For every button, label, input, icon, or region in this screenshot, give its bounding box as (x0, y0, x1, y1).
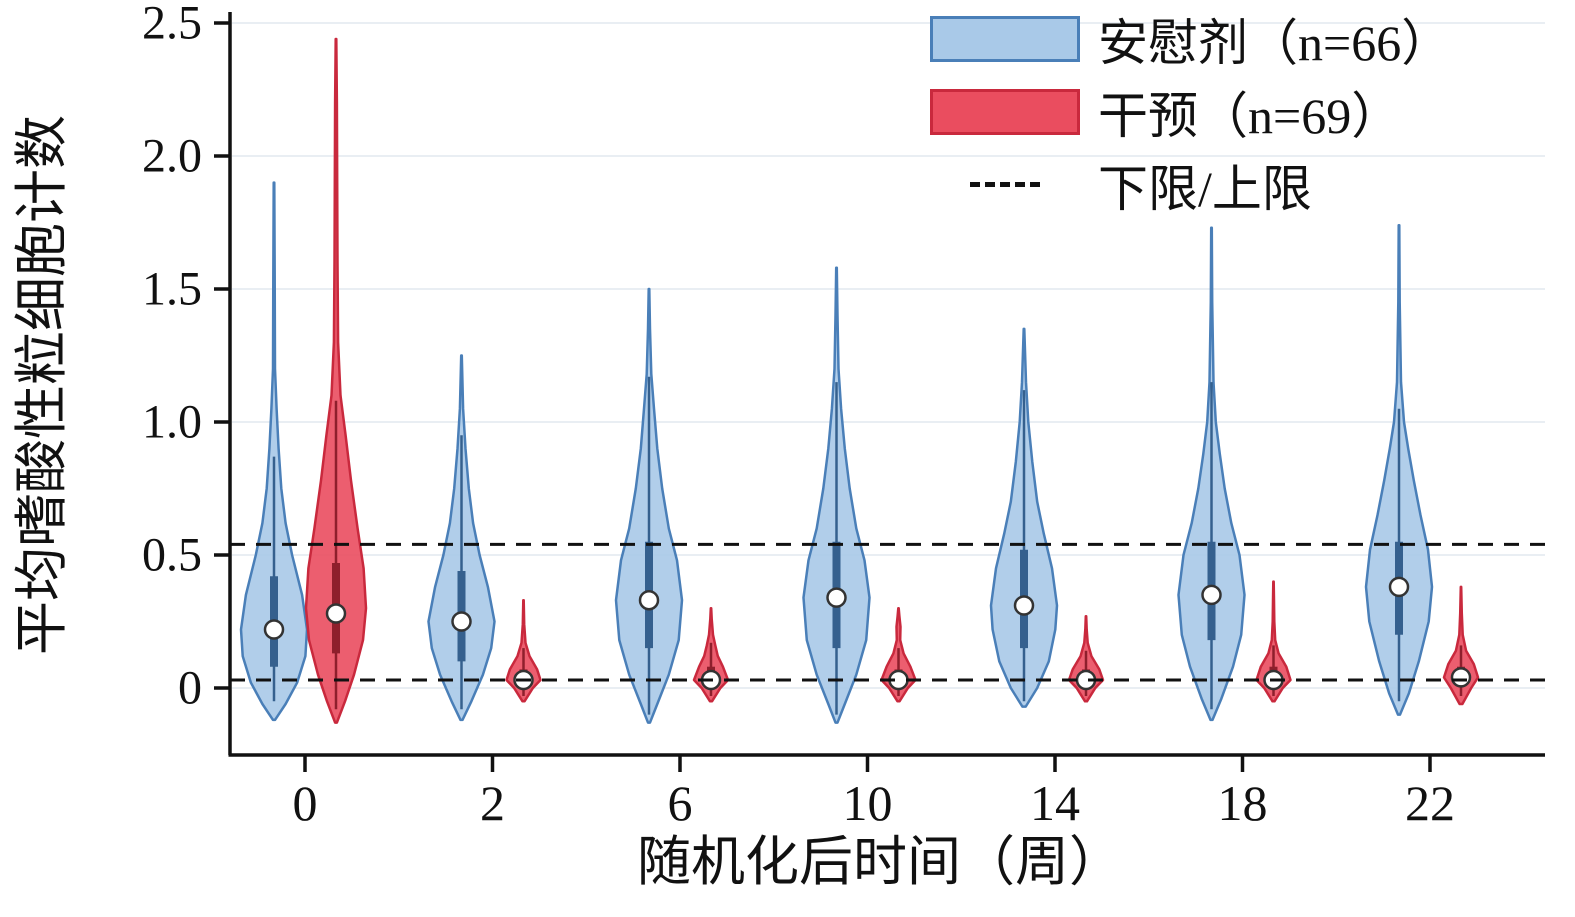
legend-label-intervention: 干预（n=69） (1098, 87, 1402, 144)
x-axis-title: 随机化后时间（周） (637, 832, 1123, 892)
legend: 安慰剂（n=66） 干预（n=69） 下限/上限 (930, 2, 1451, 221)
median-dot-placebo-week-2 (451, 611, 472, 632)
violins (239, 37, 1480, 724)
legend-item-limits: 下限/上限 (930, 148, 1451, 221)
median-dot-placebo-week-18 (1201, 584, 1222, 606)
legend-item-intervention: 干预（n=69） (930, 75, 1451, 148)
violin-placebo-week-0 (239, 181, 309, 722)
median-dot-placebo-week-22 (1388, 576, 1410, 598)
y-tick-label: 1.5 (142, 263, 202, 316)
intervention-swatch (930, 88, 1080, 135)
x-tick-label: 10 (843, 775, 893, 831)
y-tick-label: 0 (178, 662, 202, 715)
median-dot-placebo-week-14 (1013, 595, 1035, 616)
legend-label-limits: 下限/上限 (1098, 160, 1312, 217)
x-tick-label: 14 (1030, 775, 1080, 831)
axes (214, 12, 1545, 772)
median-dot-intervention-week-0 (325, 603, 347, 624)
placebo-swatch (930, 15, 1080, 62)
median-dot-placebo-week-6 (638, 589, 660, 611)
y-tick-label: 1.0 (142, 396, 202, 449)
y-tick-label: 0.5 (142, 529, 202, 582)
median-dot-placebo-week-0 (263, 619, 285, 640)
median-dot-intervention-week-22 (1450, 667, 1472, 688)
median-dot-placebo-week-10 (826, 587, 847, 608)
x-tick-label: 22 (1405, 775, 1455, 831)
legend-label-placebo: 安慰剂（n=66） (1098, 14, 1452, 71)
tick-labels: 0 0.5 1.0 1.5 2.0 2.5 0 2 6 10 14 18 22 (142, 0, 1455, 831)
x-tick-label: 0 (293, 775, 318, 831)
y-tick-label: 2.0 (142, 130, 202, 183)
dashed-line-icon (970, 182, 1040, 187)
x-tick-label: 2 (480, 775, 505, 831)
violin-intervention-week-0 (304, 37, 368, 724)
dashed-line-swatch (930, 162, 1080, 208)
y-axis-title: 平均嗜酸性粒细胞计数 (12, 115, 72, 655)
x-tick-label: 18 (1218, 775, 1268, 831)
reference-lines (230, 542, 1545, 682)
y-tick-label: 2.5 (142, 0, 202, 50)
legend-item-placebo: 安慰剂（n=66） (930, 2, 1451, 75)
x-tick-label: 6 (668, 775, 693, 831)
